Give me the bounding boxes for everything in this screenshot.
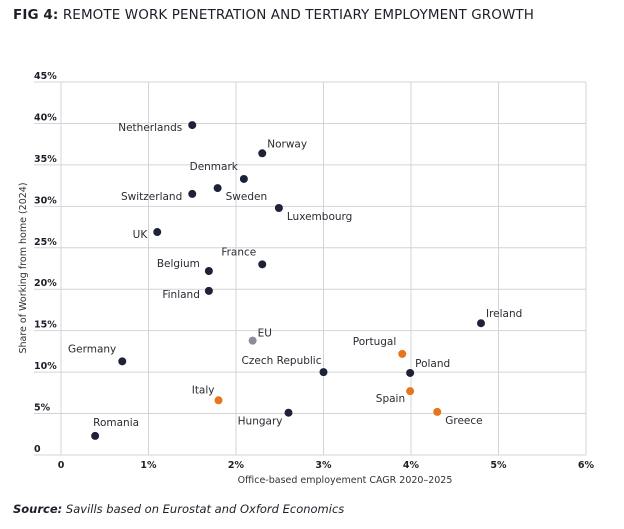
point-label: Norway [267,138,307,150]
data-point-finland [204,286,213,295]
source-text: Savills based on Eurostat and Oxford Eco… [65,502,345,516]
data-point-portugal [398,349,407,358]
x-tick-label: 2% [228,460,245,471]
x-tick-label: 1% [140,460,157,471]
point-label: Hungary [238,416,283,428]
data-point-poland [406,368,415,377]
y-tick-label: 45% [34,71,57,82]
y-axis-label: Share of Working from home (2024) [18,182,29,353]
point-label: UK [133,229,149,241]
data-point-denmark [239,174,248,183]
data-point-romania [91,431,100,440]
data-point-germany [118,357,127,366]
point-label: Luxembourg [287,211,352,223]
data-points [91,121,485,440]
point-label: Switzerland [121,191,182,203]
gridlines [34,81,587,456]
data-point-czech-republic [319,368,328,377]
y-axis-ticks: 0 5% 10% 15% 20% 25% 30% 35% 40% 45% [34,71,57,455]
point-label: Czech Republic [242,355,322,367]
point-labels: Netherlands Norway Denmark Switzerland Swede… [68,122,522,429]
point-label: Greece [445,415,482,427]
source-note: Source: Savills based on Eurostat and Ox… [13,502,344,516]
point-label: Poland [415,358,450,370]
data-point-greece [433,407,442,416]
title-text: REMOTE WORK PENETRATION AND TERTIARY EMP… [62,7,535,23]
y-tick-label: 0 [34,444,41,455]
data-point-luxembourg [274,203,283,212]
data-point-norway [258,149,267,158]
x-axis-label: Office-based employement CAGR 2020–2025 [238,475,453,486]
y-tick-label: 5% [34,403,51,414]
chart-title: FIG 4: REMOTE WORK PENETRATION AND TERTI… [13,7,534,23]
point-label: Denmark [190,161,239,173]
point-label: Germany [68,343,116,355]
point-label: Italy [192,384,215,396]
data-point-italy [214,396,223,405]
y-tick-label: 30% [34,195,57,206]
data-point-eu [248,336,257,345]
point-label: Sweden [226,191,268,203]
source-prefix: Source: [13,502,63,516]
point-label: Netherlands [118,122,182,134]
data-point-france [258,260,267,269]
y-tick-label: 35% [34,154,57,165]
data-point-spain [406,387,415,396]
x-tick-label: 3% [315,460,332,471]
point-label: France [221,246,256,258]
data-point-ireland [477,319,485,328]
x-tick-label: 4% [403,460,420,471]
y-tick-label: 15% [34,320,57,331]
data-point-belgium [204,266,213,275]
x-tick-label: 6% [578,460,595,471]
point-label: Finland [162,289,200,301]
x-tick-label: 0 [58,460,65,471]
data-point-hungary [284,408,293,417]
point-label: Ireland [486,308,522,320]
point-label: Belgium [157,258,200,270]
point-label: Spain [376,393,405,405]
y-tick-label: 20% [34,278,57,289]
point-label: EU [258,328,272,340]
point-label: Portugal [353,336,397,348]
data-point-switzerland [188,189,197,198]
data-point-sweden [213,184,222,193]
figure-number: FIG 4: [13,7,59,23]
x-axis-ticks: 0 1% 2% 3% 4% 5% 6% [58,460,595,471]
y-tick-label: 40% [34,112,57,123]
y-tick-label: 10% [34,361,57,372]
point-label: Romania [93,417,139,429]
x-tick-label: 5% [490,460,507,471]
data-point-netherlands [188,121,197,130]
y-tick-label: 25% [34,237,57,248]
data-point-uk [153,228,162,237]
